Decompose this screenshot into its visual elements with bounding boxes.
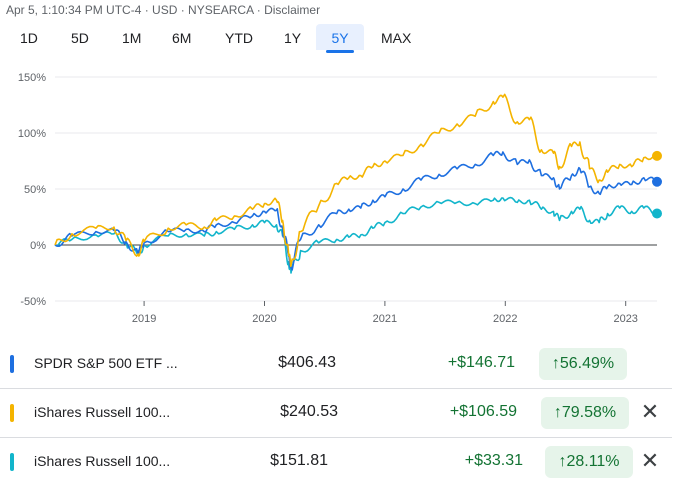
tab-1m[interactable]: 1M <box>122 30 142 46</box>
remove-comparison-button[interactable]: ✕ <box>640 399 660 424</box>
x-tick-label: 2019 <box>132 313 156 325</box>
tab-1y[interactable]: 1Y <box>284 30 302 46</box>
series-end-dot <box>652 150 662 161</box>
tab-6m[interactable]: 6M <box>172 30 192 46</box>
tab-max[interactable]: MAX <box>381 30 412 46</box>
tab-5y-label: 5Y <box>331 30 349 46</box>
series-line <box>54 150 658 271</box>
tab-1d[interactable]: 1D <box>20 30 38 46</box>
ticker-name: iShares Russell 100... <box>34 404 171 420</box>
tab-ytd[interactable]: YTD <box>225 30 253 46</box>
change-amount: +$106.59 <box>449 403 517 420</box>
percent-value: 56.49% <box>559 355 615 372</box>
series-color-marker <box>10 355 14 373</box>
legend-row-iwf[interactable]: iShares Russell 100... $240.53 +$106.59 … <box>0 389 682 437</box>
performance-chart[interactable]: 150% 100% 50% 0% -50% 2019 2020 2021 2022 2023 <box>0 60 682 330</box>
change-amount: +$146.71 <box>447 354 515 371</box>
ticker-name: iShares Russell 100... <box>34 453 171 469</box>
series-color-marker <box>10 453 14 471</box>
arrow-up-icon: ↑ <box>553 404 562 421</box>
series-line <box>54 196 658 274</box>
series-line <box>54 93 658 268</box>
x-tick-label: 2021 <box>373 313 397 325</box>
arrow-up-icon: ↑ <box>558 453 567 470</box>
series-color-marker <box>10 404 14 422</box>
y-tick-label: -50% <box>20 296 46 308</box>
percent-value: 28.11% <box>566 453 620 470</box>
y-tick-label: 50% <box>24 184 46 196</box>
percent-change-badge: ↑79.58% <box>541 397 629 429</box>
y-tick-label: 150% <box>18 72 46 84</box>
y-tick-label: 0% <box>30 240 46 252</box>
legend-row-iwd[interactable]: iShares Russell 100... $151.81 +$33.31 ↑… <box>0 438 682 486</box>
percent-value: 79.58% <box>561 404 617 421</box>
percent-change-badge: ↑56.49% <box>539 348 627 380</box>
divider <box>0 437 672 438</box>
remove-comparison-button[interactable]: ✕ <box>640 448 660 473</box>
percent-change-badge: ↑28.11% <box>545 446 633 478</box>
y-tick-label: 100% <box>18 128 46 140</box>
series-end-dot <box>652 176 662 187</box>
x-tick-label: 2022 <box>493 313 517 325</box>
price: $406.43 <box>278 354 336 371</box>
market-info-line: Apr 5, 1:10:34 PM UTC-4 · USD · NYSEARCA… <box>6 3 321 17</box>
tab-5d[interactable]: 5D <box>71 30 89 46</box>
ticker-name: SPDR S&P 500 ETF ... <box>34 355 178 371</box>
x-tick-label: 2023 <box>613 313 637 325</box>
legend-row-spy[interactable]: SPDR S&P 500 ETF ... $406.43 +$146.71 ↑5… <box>0 340 682 388</box>
price: $240.53 <box>280 403 338 420</box>
active-tab-underline <box>326 50 354 53</box>
divider <box>0 388 672 389</box>
series-end-dot <box>652 208 662 219</box>
arrow-up-icon: ↑ <box>551 355 560 372</box>
change-amount: +$33.31 <box>464 452 523 469</box>
x-tick-label: 2020 <box>252 313 276 325</box>
price: $151.81 <box>270 452 328 469</box>
range-tabs: 1D 5D 1M 6M YTD 1Y 5Y MAX <box>0 24 682 53</box>
tab-5y[interactable]: 5Y <box>316 24 364 53</box>
